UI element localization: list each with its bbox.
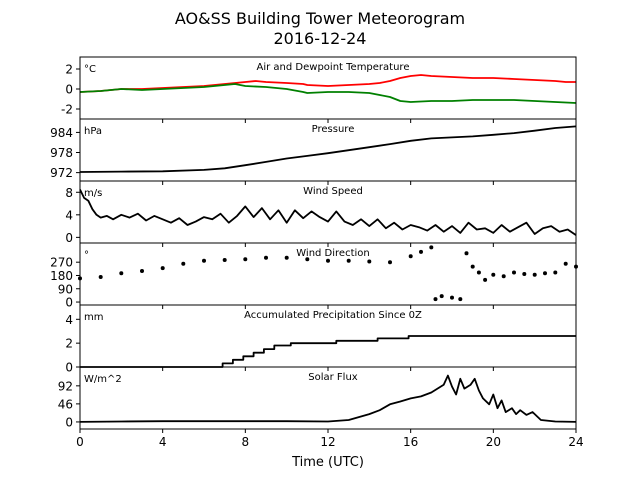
figure-title: AO&SS Building Tower Meteorogram: [175, 9, 465, 28]
ytick-label-3-0: 0: [65, 296, 73, 310]
point-3-20: [439, 294, 444, 299]
series-line-4-0: [80, 335, 576, 368]
unit-label-1: hPa: [84, 126, 102, 137]
point-3-27: [491, 272, 496, 277]
point-3-31: [532, 272, 537, 277]
xtick-label-5: 20: [486, 435, 501, 449]
ytick-label-0-1: 0: [65, 83, 73, 97]
point-3-8: [243, 257, 248, 262]
point-3-14: [367, 259, 372, 264]
panel-title-3: Wind Direction: [296, 248, 370, 259]
point-3-18: [429, 245, 434, 250]
xtick-label-4: 16: [403, 435, 418, 449]
xtick-label-0: 0: [76, 435, 84, 449]
unit-label-3: °: [84, 250, 89, 261]
panel-2: 0 4 8 m/s Wind Speed: [65, 180, 577, 247]
x-axis-label: Time (UTC): [291, 455, 364, 470]
point-3-26: [483, 277, 488, 282]
panel-title-0: Air and Dewpoint Temperature: [257, 62, 410, 73]
point-3-15: [388, 260, 392, 265]
panel-title-5: Solar Flux: [308, 372, 358, 383]
ytick-label-2-0: 0: [65, 231, 73, 245]
panel-title-2: Wind Speed: [303, 186, 363, 197]
ytick-label-1-1: 978: [50, 146, 73, 160]
series-line-2-0: [79, 189, 577, 236]
xtick-label-2: 8: [242, 435, 250, 449]
point-3-16: [408, 254, 413, 259]
point-3-10: [284, 255, 289, 260]
ytick-label-1-2: 984: [50, 126, 73, 140]
ytick-label-0-2: 2: [65, 63, 73, 77]
point-3-34: [563, 261, 568, 266]
figure-date: 2016-12-24: [274, 29, 367, 48]
point-3-1: [98, 275, 103, 279]
unit-label-2: m/s: [84, 188, 102, 199]
panel-0: -2 0 2 °C Air and Dewpoint Temperature: [61, 56, 577, 123]
unit-label-4: mm: [84, 312, 103, 323]
point-3-7: [222, 258, 227, 262]
ytick-label-4-1: 2: [65, 337, 73, 351]
panel-4: 0 2 4 mm Accumulated Precipitation Since 0Z: [65, 304, 577, 375]
xtick-label-1: 4: [159, 435, 167, 449]
panel-1: 972 978 984 hPa Pressure: [50, 118, 577, 185]
point-3-24: [470, 264, 475, 269]
point-3-23: [464, 251, 469, 256]
point-3-3: [140, 269, 144, 273]
unit-label-5: W/m^2: [84, 374, 122, 385]
ytick-label-4-0: 0: [65, 361, 73, 375]
ytick-label-3-3: 270: [50, 256, 73, 270]
point-3-2: [119, 271, 124, 276]
series-line-0-0: [79, 74, 576, 93]
point-3-5: [181, 261, 186, 266]
ytick-label-2-1: 4: [65, 208, 73, 222]
point-3-29: [512, 270, 516, 275]
point-3-4: [160, 266, 165, 271]
point-3-30: [522, 272, 527, 276]
point-3-13: [346, 258, 351, 263]
point-3-21: [450, 295, 454, 300]
x-axis: 0 4 8 12 16 20 24: [76, 435, 583, 449]
series-line-5-0: [79, 374, 577, 423]
ytick-label-5-2: 92: [58, 379, 73, 393]
panel-title-1: Pressure: [312, 124, 355, 135]
point-3-17: [419, 249, 423, 254]
point-3-22: [458, 297, 463, 302]
xtick-label-3: 12: [320, 435, 335, 449]
ytick-label-3-2: 180: [50, 269, 73, 283]
ytick-label-4-2: 4: [65, 313, 73, 327]
point-3-19: [433, 297, 438, 302]
point-3-6: [202, 258, 206, 263]
ytick-label-2-2: 8: [65, 186, 73, 200]
ytick-label-5-1: 46: [58, 397, 73, 411]
point-3-12: [326, 258, 330, 263]
point-3-33: [553, 270, 558, 275]
ytick-label-0-0: -2: [61, 103, 73, 117]
ytick-label-5-0: 0: [65, 415, 73, 429]
ytick-label-3-1: 90: [58, 282, 73, 296]
point-3-32: [543, 271, 547, 276]
point-3-9: [264, 255, 268, 260]
panel-5: 0 46 92 W/m^2 Solar Flux: [58, 366, 577, 433]
xtick-label-6: 24: [568, 435, 583, 449]
point-3-28: [501, 274, 506, 279]
series-line-0-1: [79, 83, 577, 104]
unit-label-0: °C: [84, 64, 96, 75]
point-3-25: [476, 270, 481, 275]
series-line-1-0: [79, 125, 577, 173]
point-3-11: [305, 257, 310, 262]
panels: -2 0 2 °C Air and Dewpoint Temperature 972 978…: [50, 56, 578, 433]
panel-title-4: Accumulated Precipitation Since 0Z: [244, 310, 422, 321]
ytick-label-1-0: 972: [50, 166, 73, 180]
